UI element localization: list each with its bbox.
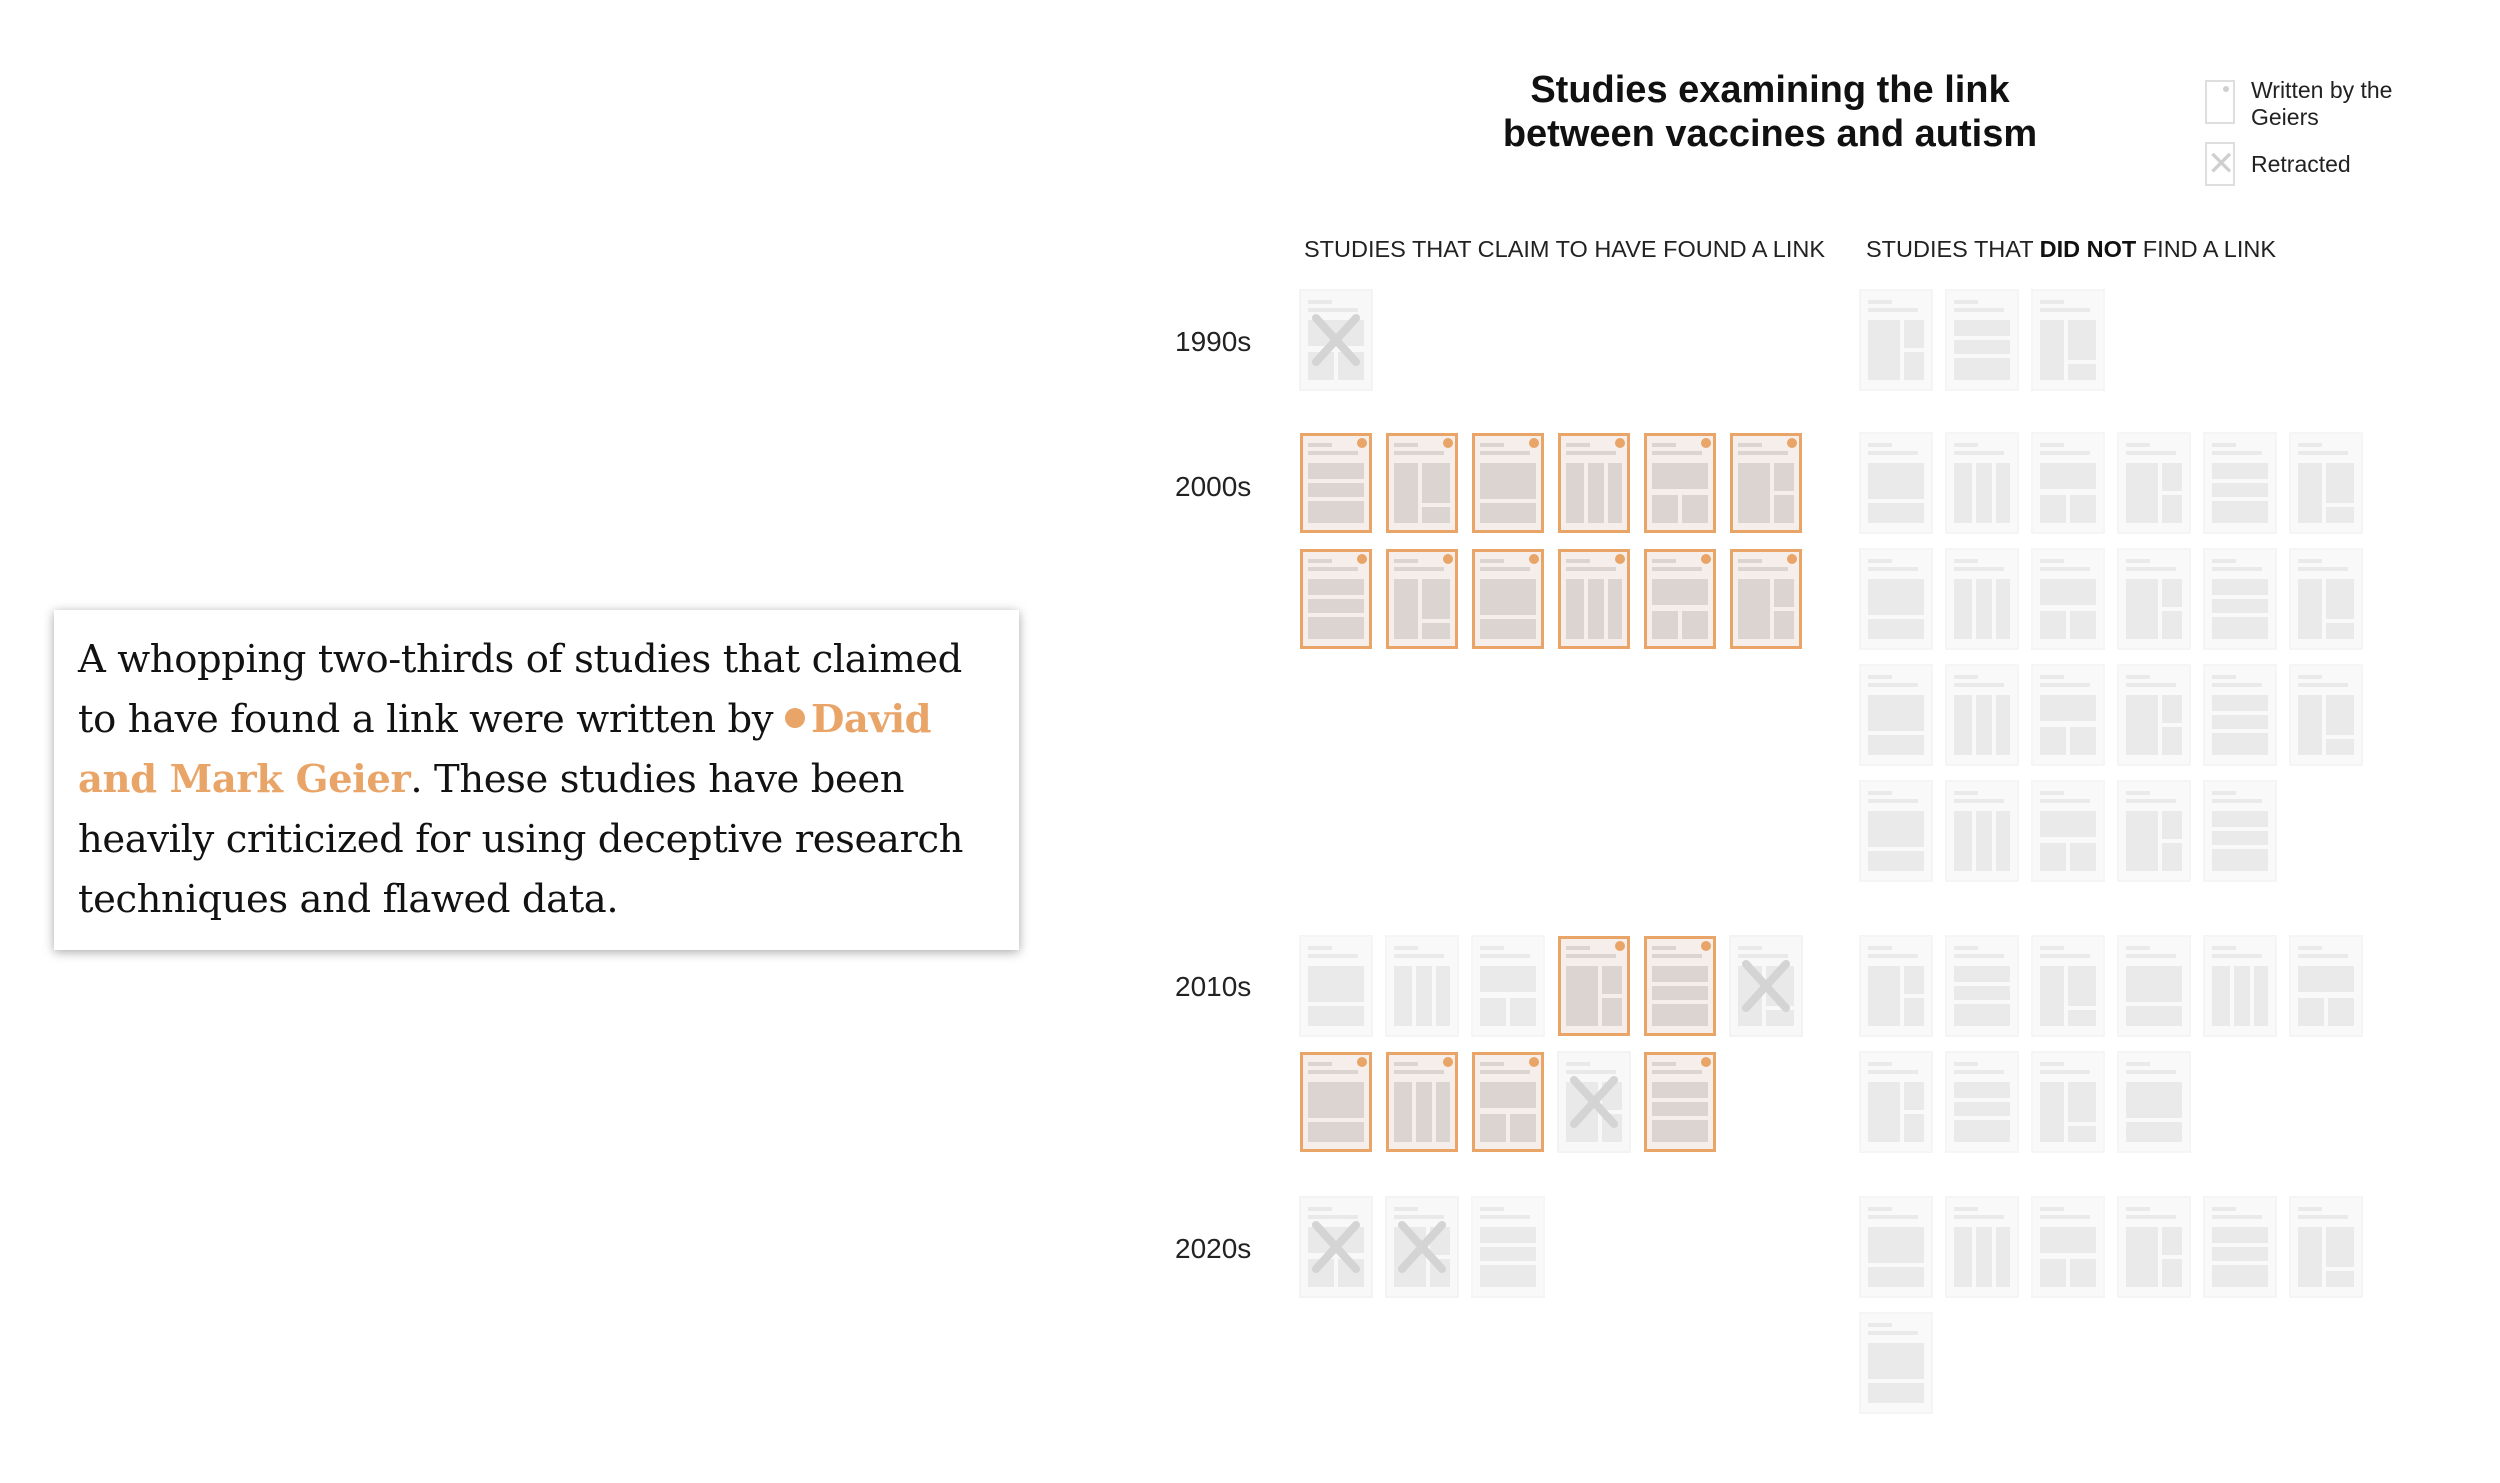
claim-study-2010s-3 [1471, 935, 1545, 1037]
no-link-header-prefix: STUDIES THAT [1866, 236, 2040, 262]
no-link-study-2020s-4 [2117, 1196, 2191, 1298]
legend-x-icon: ✕ [2207, 145, 2236, 183]
callout-text: A whopping two-thirds of studies that cl… [78, 630, 995, 930]
no-link-study-1990s-3 [2031, 289, 2105, 391]
claim-study-2000s-8 [1386, 549, 1458, 649]
no-link-study-2010s-7 [1859, 1051, 1933, 1153]
no-link-study-2000s-6 [2289, 432, 2363, 534]
claim-study-2000s-1 [1300, 433, 1372, 533]
no-link-header-suffix: FIND A LINK [2136, 236, 2277, 262]
decade-label-2000s: 2000s [1175, 471, 1252, 502]
no-link-study-2010s-10 [2117, 1051, 2191, 1153]
claim-study-2010s-2 [1385, 935, 1459, 1037]
claim-study-2020s-1 [1299, 1196, 1373, 1298]
no-link-study-2010s-9 [2031, 1051, 2105, 1153]
no-link-study-2000s-12 [2289, 548, 2363, 650]
no-link-study-2020s-6 [2289, 1196, 2363, 1298]
no-link-study-2000s-8 [1945, 548, 2019, 650]
no-link-study-2000s-10 [2117, 548, 2191, 650]
no-link-study-2000s-1 [1859, 432, 1933, 534]
no-link-study-2000s-16 [2117, 664, 2191, 766]
claim-study-2000s-6 [1730, 433, 1802, 533]
no-link-header-emphasis: DID NOT [2039, 236, 2137, 262]
chart-title: Studies examining the link between vacci… [1502, 69, 2038, 155]
no-link-study-2000s-7 [1859, 548, 1933, 650]
geiers-legend-icon [2205, 80, 2235, 124]
claim-study-2010s-5 [1644, 936, 1716, 1036]
no-link-study-2000s-15 [2031, 664, 2105, 766]
no-link-study-2010s-1 [1859, 935, 1933, 1037]
no-link-study-2000s-21 [2031, 780, 2105, 882]
claim-study-2020s-3 [1471, 1196, 1545, 1298]
callout-text-after: . These studies have been heavily critic… [78, 757, 964, 922]
no-link-study-2000s-5 [2203, 432, 2277, 534]
legend-retracted-label: Retracted [2251, 151, 2351, 177]
no-link-study-2010s-8 [1945, 1051, 2019, 1153]
no-link-study-2020s-2 [1945, 1196, 2019, 1298]
claim-study-2000s-12 [1730, 549, 1802, 649]
claim-study-2020s-2 [1385, 1196, 1459, 1298]
claim-study-2000s-4 [1558, 433, 1630, 533]
claim-study-2010s-8 [1386, 1052, 1458, 1152]
no-link-study-2000s-9 [2031, 548, 2105, 650]
claim-study-2010s-7 [1300, 1052, 1372, 1152]
legend-geiers-label: Written by the Geiers [2251, 77, 2393, 130]
no-link-study-2020s-3 [2031, 1196, 2105, 1298]
geiers-highlight: David and Mark Geier [78, 697, 932, 802]
decade-label-2010s: 2010s [1175, 971, 1252, 1002]
no-link-study-1990s-2 [1945, 289, 2019, 391]
decade-label-2020s: 2020s [1175, 1233, 1252, 1264]
claim-study-2000s-9 [1472, 549, 1544, 649]
geiers-highlight-text: David and Mark Geier [78, 697, 932, 802]
no-link-study-2000s-11 [2203, 548, 2277, 650]
no-link-study-2000s-3 [2031, 432, 2105, 534]
claim-study-2010s-4 [1558, 936, 1630, 1036]
claim-study-2000s-7 [1300, 549, 1372, 649]
no-link-study-1990s-1 [1859, 289, 1933, 391]
no-link-study-2010s-2 [1945, 935, 2019, 1037]
no-link-study-2000s-22 [2117, 780, 2191, 882]
decade-label-1990s: 1990s [1175, 326, 1252, 357]
retracted-legend-icon: ✕ [2205, 142, 2236, 186]
no-link-header: STUDIES THAT DID NOT FIND A LINK [1866, 236, 2276, 263]
claim-study-2000s-10 [1558, 549, 1630, 649]
no-link-study-2020s-1 [1859, 1196, 1933, 1298]
claim-study-1990s-1 [1299, 289, 1373, 391]
no-link-study-2000s-13 [1859, 664, 1933, 766]
callout-card: A whopping two-thirds of studies that cl… [54, 610, 1019, 950]
callout-text-before: A whopping two-thirds of studies that cl… [78, 637, 962, 742]
no-link-study-2000s-2 [1945, 432, 2019, 534]
claim-link-header: STUDIES THAT CLAIM TO HAVE FOUND A LINK [1304, 236, 1826, 262]
claim-study-2010s-1 [1299, 935, 1373, 1037]
claim-study-2010s-11 [1644, 1052, 1716, 1152]
no-link-study-2010s-4 [2117, 935, 2191, 1037]
no-link-study-2000s-20 [1945, 780, 2019, 882]
claim-study-2010s-9 [1472, 1052, 1544, 1152]
claim-study-2000s-11 [1644, 549, 1716, 649]
claim-study-2000s-3 [1472, 433, 1544, 533]
no-link-study-2010s-3 [2031, 935, 2105, 1037]
no-link-study-2000s-19 [1859, 780, 1933, 882]
geiers-dot-icon [784, 708, 805, 728]
no-link-study-2000s-4 [2117, 432, 2191, 534]
no-link-study-2020s-5 [2203, 1196, 2277, 1298]
no-link-study-2020s-7 [1859, 1312, 1933, 1414]
claim-study-2010s-10 [1557, 1051, 1631, 1153]
legend-dot [2223, 86, 2229, 92]
claim-study-2010s-6 [1729, 935, 1803, 1037]
no-link-study-2000s-17 [2203, 664, 2277, 766]
no-link-study-2010s-6 [2289, 935, 2363, 1037]
no-link-study-2000s-23 [2203, 780, 2277, 882]
no-link-study-2000s-14 [1945, 664, 2019, 766]
claim-study-2000s-5 [1644, 433, 1716, 533]
claim-study-2000s-2 [1386, 433, 1458, 533]
no-link-study-2010s-5 [2203, 935, 2277, 1037]
no-link-study-2000s-18 [2289, 664, 2363, 766]
